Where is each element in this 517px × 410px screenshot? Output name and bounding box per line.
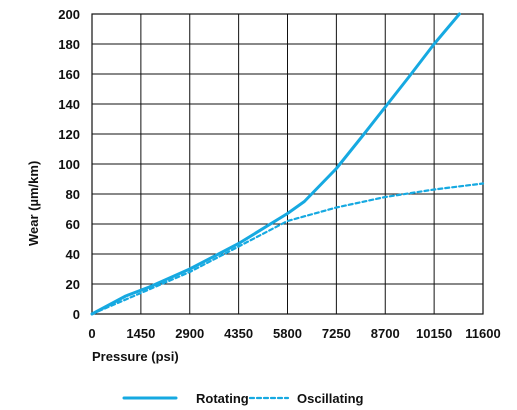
oscillating-series-line bbox=[90, 182, 485, 316]
tick-labels: 0 20 40 60 80 100 120 140 160 180 200 0 1450 2900 4350… bbox=[58, 7, 500, 341]
x-tick-label: 5800 bbox=[273, 326, 302, 341]
x-tick-label: 4350 bbox=[224, 326, 253, 341]
legend-oscillating-label: Oscillating bbox=[297, 391, 364, 406]
x-axis-title: Pressure (psi) bbox=[92, 349, 179, 364]
x-tick-label: 2900 bbox=[175, 326, 204, 341]
y-tick-label: 180 bbox=[58, 37, 80, 52]
x-tick-label: 1450 bbox=[126, 326, 155, 341]
y-tick-label: 20 bbox=[66, 277, 80, 292]
y-tick-label: 200 bbox=[58, 7, 80, 22]
y-tick-label: 160 bbox=[58, 67, 80, 82]
x-tick-label: 11600 bbox=[465, 326, 500, 341]
y-tick-label: 80 bbox=[66, 187, 80, 202]
series-lines bbox=[90, 12, 485, 316]
x-tick-label: 0 bbox=[88, 326, 95, 341]
rotating-series-line bbox=[90, 12, 461, 316]
y-tick-label: 40 bbox=[66, 247, 80, 262]
y-tick-label: 100 bbox=[58, 157, 80, 172]
plot-border bbox=[91, 13, 484, 315]
legend-rotating-label: Rotating bbox=[196, 391, 249, 406]
y-tick-label: 60 bbox=[66, 217, 80, 232]
x-tick-label: 8700 bbox=[371, 326, 400, 341]
y-tick-label: 0 bbox=[73, 307, 80, 322]
y-axis-title: Wear (µm/km) bbox=[26, 161, 41, 246]
y-tick-label: 140 bbox=[58, 97, 80, 112]
legend: Rotating Oscillating bbox=[122, 391, 364, 406]
x-tick-label: 7250 bbox=[322, 326, 351, 341]
x-tick-label: 10150 bbox=[416, 326, 452, 341]
y-tick-label: 120 bbox=[58, 127, 80, 142]
